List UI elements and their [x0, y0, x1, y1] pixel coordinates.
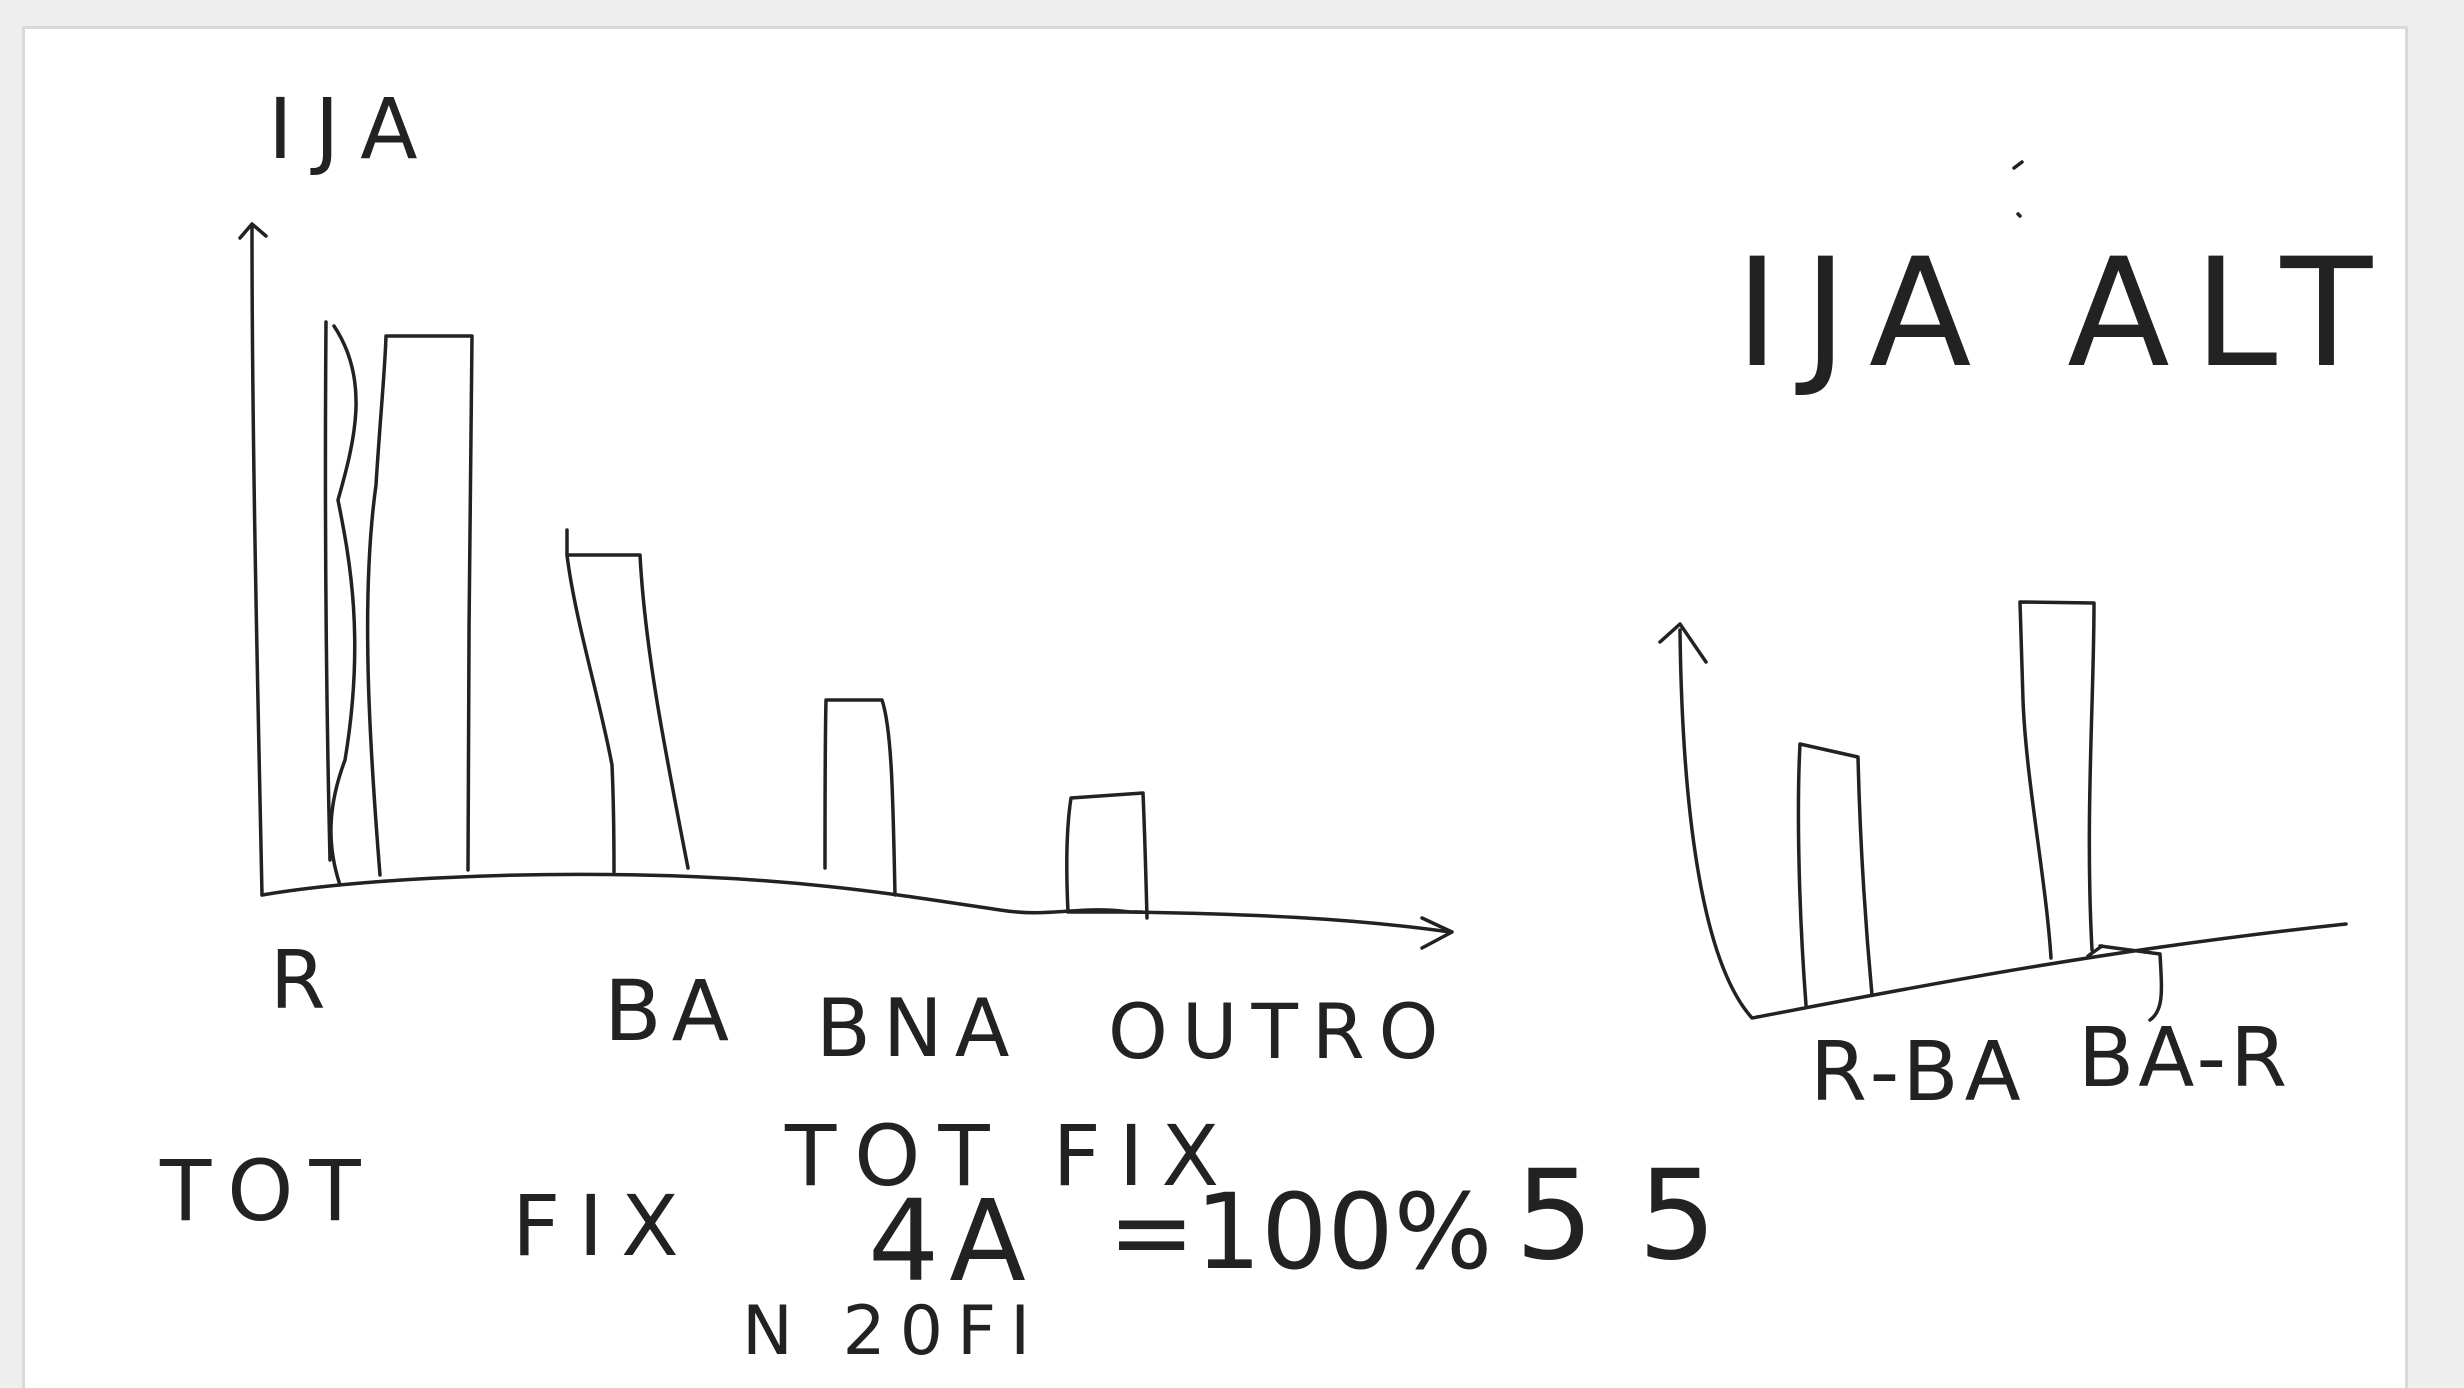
note-value: 4A: [868, 1177, 1036, 1307]
note-fix: FIX: [512, 1177, 697, 1275]
note-tot-fix: TOT FIX: [784, 1107, 1237, 1205]
bar-outro: [1065, 791, 1149, 920]
right-axes: [1678, 628, 2348, 1020]
left-category-label: BA: [604, 962, 739, 1060]
note-fifty-five: 55: [1515, 1144, 1761, 1288]
whiteboard-canvas[interactable]: [22, 26, 2408, 1388]
left-category-label: BNA: [816, 982, 1021, 1075]
left-category-label: OUTRO: [1108, 987, 1453, 1076]
right-category-label: BA-R: [2078, 1011, 2291, 1106]
note-percent: =100%: [1108, 1171, 1492, 1293]
right-chart-title: IJA ALT: [1735, 227, 2396, 401]
left-category-label: R: [270, 934, 326, 1027]
right-category-label: R-BA: [1810, 1025, 2027, 1120]
bar-r-scribble-line: [323, 320, 332, 862]
note-n20: N 20FI: [742, 1292, 1044, 1371]
right-y-axis-arrow: [1658, 622, 1708, 664]
left-x-axis-arrow: [1420, 916, 1454, 950]
note-tot: TOT: [159, 1142, 377, 1240]
bar-ba-r-tail: [2086, 944, 2164, 1022]
notes: TOT FIX TOT FIX 4A =100% N 20FI 55: [159, 1107, 1761, 1371]
bar-r-ba: [1796, 742, 1874, 1007]
bar-ba-r: [2018, 600, 2096, 960]
right-chart: IJA ALT R-BA BA-R: [1658, 160, 2396, 1120]
left-y-axis: [250, 226, 264, 897]
bar-bna: [823, 698, 897, 897]
right-title-marks: [2012, 160, 2024, 218]
left-chart-title: IJA: [268, 80, 440, 178]
bar-r: [365, 334, 474, 877]
left-y-axis-arrow: [238, 222, 268, 240]
bar-ba: [565, 528, 690, 870]
bar-ba-left-side: [565, 553, 616, 874]
bar-r-scribble: [329, 324, 358, 887]
left-chart: IJA R BA BNA OUTRO: [238, 80, 1454, 1076]
left-x-axis: [260, 872, 1452, 934]
